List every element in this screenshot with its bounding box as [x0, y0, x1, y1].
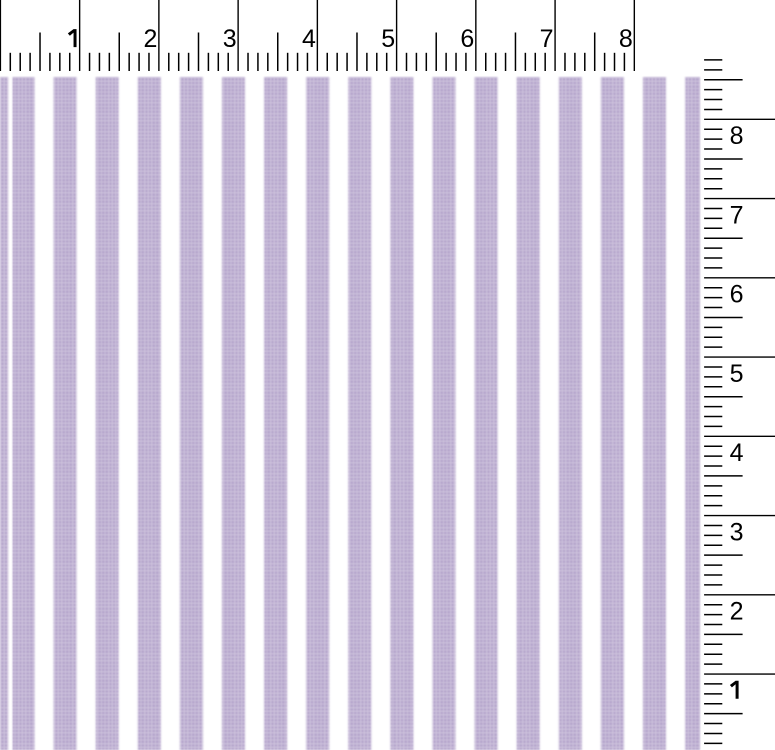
svg-text:3: 3 [223, 25, 237, 53]
svg-text:7: 7 [730, 201, 744, 229]
svg-text:4: 4 [730, 439, 744, 467]
svg-text:6: 6 [730, 281, 744, 309]
svg-text:7: 7 [540, 25, 554, 53]
svg-text:2: 2 [730, 597, 744, 625]
svg-text:2: 2 [143, 25, 157, 53]
svg-text:8: 8 [619, 25, 633, 53]
svg-text:5: 5 [381, 25, 395, 53]
svg-text:4: 4 [302, 25, 316, 53]
svg-text:6: 6 [460, 25, 474, 53]
svg-text:8: 8 [730, 122, 744, 150]
svg-text:3: 3 [730, 518, 744, 546]
svg-text:5: 5 [730, 360, 744, 388]
